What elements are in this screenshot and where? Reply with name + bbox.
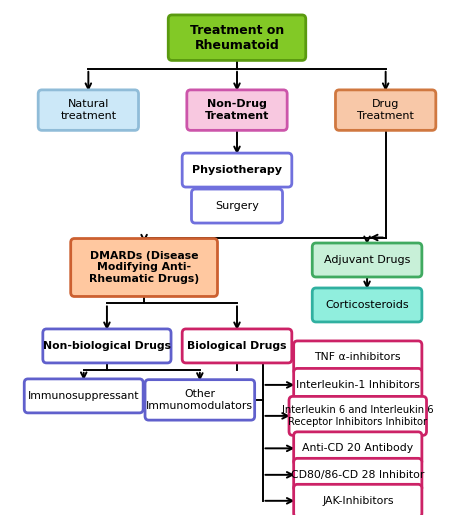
Text: Natural
treatment: Natural treatment	[60, 99, 117, 121]
Text: TNF α-inhibitors: TNF α-inhibitors	[315, 353, 401, 362]
Text: Physiotherapy: Physiotherapy	[192, 165, 282, 175]
FancyBboxPatch shape	[289, 396, 427, 435]
Text: Non-biological Drugs: Non-biological Drugs	[43, 341, 171, 351]
FancyBboxPatch shape	[294, 484, 422, 517]
Text: Immunosuppressant: Immunosuppressant	[28, 391, 139, 401]
FancyBboxPatch shape	[182, 153, 292, 187]
FancyBboxPatch shape	[71, 239, 218, 296]
FancyBboxPatch shape	[312, 243, 422, 277]
Text: Corticosteroids: Corticosteroids	[325, 300, 409, 310]
Text: Interleukin 6 and Interleukin 6
Receptor Inhibitors Inhibitor: Interleukin 6 and Interleukin 6 Receptor…	[282, 405, 434, 427]
FancyBboxPatch shape	[294, 458, 422, 491]
FancyBboxPatch shape	[182, 329, 292, 363]
Text: Adjuvant Drugs: Adjuvant Drugs	[324, 255, 410, 265]
FancyBboxPatch shape	[38, 90, 138, 131]
Text: DMARDs (Disease
Modifying Anti-
Rheumatic Drugs): DMARDs (Disease Modifying Anti- Rheumati…	[89, 251, 199, 284]
Text: Other
Immunomodulators: Other Immunomodulators	[146, 389, 253, 411]
Text: Drug
Treatment: Drug Treatment	[357, 99, 414, 121]
FancyBboxPatch shape	[191, 189, 283, 223]
Text: CD80/86-CD 28 Inhibitor: CD80/86-CD 28 Inhibitor	[291, 470, 424, 480]
Text: Non-Drug
Treatment: Non-Drug Treatment	[205, 99, 269, 121]
FancyBboxPatch shape	[312, 288, 422, 322]
Text: Surgery: Surgery	[215, 201, 259, 211]
Text: Treatment on
Rheumatoid: Treatment on Rheumatoid	[190, 24, 284, 51]
Text: JAK-Inhibitors: JAK-Inhibitors	[322, 496, 393, 506]
Text: Interleukin-1 Inhibitors: Interleukin-1 Inhibitors	[296, 380, 419, 390]
FancyBboxPatch shape	[294, 432, 422, 465]
FancyBboxPatch shape	[24, 379, 143, 413]
FancyBboxPatch shape	[294, 341, 422, 374]
Text: Anti-CD 20 Antibody: Anti-CD 20 Antibody	[302, 444, 413, 453]
FancyBboxPatch shape	[336, 90, 436, 131]
FancyBboxPatch shape	[168, 15, 306, 60]
FancyBboxPatch shape	[43, 329, 171, 363]
Text: Biological Drugs: Biological Drugs	[187, 341, 287, 351]
FancyBboxPatch shape	[187, 90, 287, 131]
FancyBboxPatch shape	[294, 368, 422, 401]
FancyBboxPatch shape	[145, 380, 255, 420]
